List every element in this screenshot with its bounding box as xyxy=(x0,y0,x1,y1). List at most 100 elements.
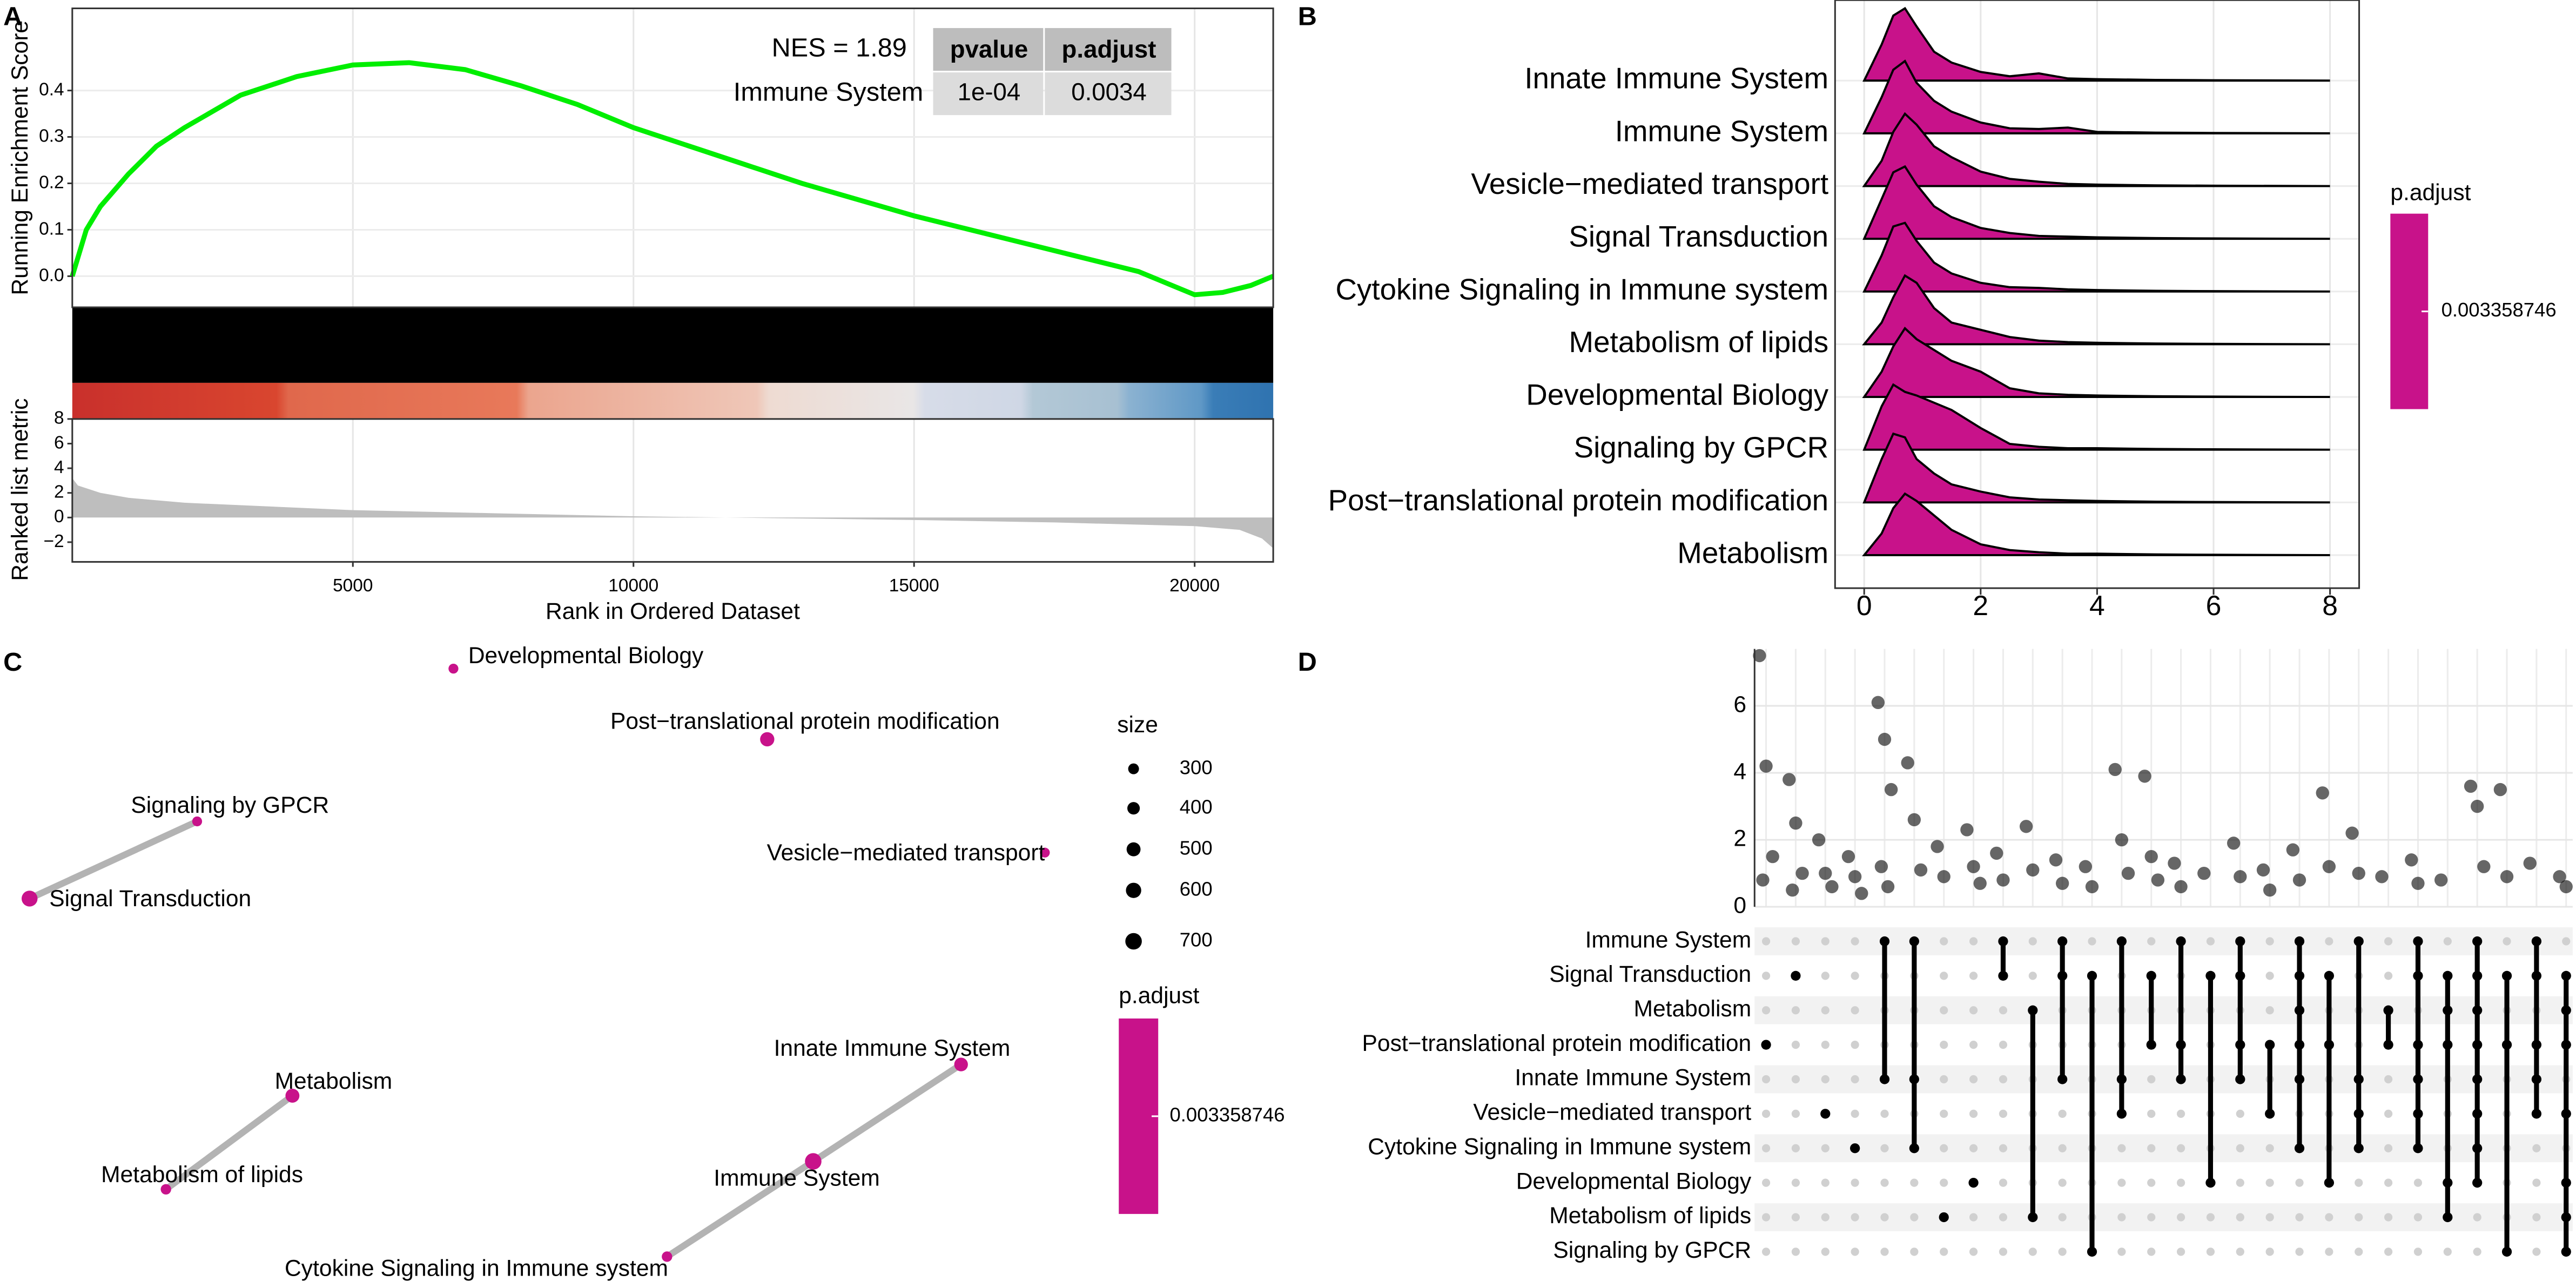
matrix-empty-dot xyxy=(1851,1075,1859,1084)
matrix-dot xyxy=(2561,1246,2571,1257)
matrix-empty-dot xyxy=(2265,937,2274,946)
table-header-cell xyxy=(933,28,1044,71)
y-tick-label: 6 xyxy=(1733,691,1746,717)
matrix-empty-dot xyxy=(2532,1178,2541,1187)
matrix-empty-dot xyxy=(2355,1178,2363,1187)
matrix-empty-dot xyxy=(2532,1144,2541,1152)
point xyxy=(2174,880,2188,894)
matrix-empty-dot xyxy=(2384,1213,2393,1222)
matrix-dot xyxy=(2324,970,2335,981)
node-label: Cytokine Signaling in Immune system xyxy=(285,1256,668,1282)
node-label: Signal Transduction xyxy=(49,886,251,912)
matrix-dot xyxy=(2472,1074,2483,1084)
set-label: Vesicle−mediated transport xyxy=(1473,1100,1751,1125)
matrix-empty-dot xyxy=(2058,1247,2067,1256)
x-tick-label: 8 xyxy=(2322,590,2338,621)
y-tick-label: 0 xyxy=(1733,892,1746,918)
matrix-empty-dot xyxy=(2147,1109,2156,1118)
set-label: Post−translational protein modification xyxy=(1362,1030,1751,1056)
point xyxy=(1759,759,1773,773)
y-tick-label: 0.4 xyxy=(39,79,64,99)
y-tick-label: 4 xyxy=(54,457,64,477)
category-label: Immune System xyxy=(1615,114,1828,147)
matrix-dot xyxy=(2413,970,2423,981)
matrix-dot xyxy=(2561,1109,2571,1119)
matrix-dot xyxy=(1939,1212,1949,1223)
matrix-empty-dot xyxy=(1761,937,1771,946)
legend-size-key xyxy=(1126,842,1141,857)
matrix-dot xyxy=(1998,970,2008,981)
matrix-dot xyxy=(2235,970,2245,981)
matrix-empty-dot xyxy=(2384,972,2393,980)
matrix-empty-dot xyxy=(1761,1213,1771,1222)
matrix-row xyxy=(1754,962,2573,990)
matrix-dot xyxy=(2561,1177,2571,1188)
node xyxy=(160,1184,171,1195)
point xyxy=(2049,853,2063,867)
matrix-empty-dot xyxy=(2058,1144,2067,1152)
table-cell xyxy=(933,72,1044,116)
node xyxy=(805,1153,822,1170)
legend-size-key xyxy=(1127,802,1140,815)
matrix-row xyxy=(1754,1100,2573,1128)
edge xyxy=(811,1062,963,1164)
matrix-dot xyxy=(1791,970,1801,981)
matrix-empty-dot xyxy=(2355,1247,2363,1256)
matrix-empty-dot xyxy=(2206,1247,2215,1256)
matrix-empty-dot xyxy=(2176,1213,2185,1222)
matrix-dot xyxy=(2294,1143,2305,1154)
point xyxy=(1812,833,1826,847)
matrix-empty-dot xyxy=(1999,1144,2008,1152)
matrix-empty-dot xyxy=(1969,1006,1978,1015)
matrix-dot xyxy=(2353,936,2364,947)
node xyxy=(285,1088,300,1103)
point xyxy=(1990,846,2003,860)
y-tick-label: 0.1 xyxy=(39,219,64,239)
y-tick-label: 2 xyxy=(1733,825,1746,851)
hit-barcode xyxy=(72,307,1274,383)
matrix-row xyxy=(1754,1237,2573,1266)
edge xyxy=(28,818,199,902)
matrix-dot xyxy=(2531,936,2542,947)
category-label: Cytokine Signaling in Immune system xyxy=(1335,272,1828,306)
node xyxy=(1040,847,1050,858)
matrix-dot xyxy=(1879,936,1890,947)
node-label: Vesicle−mediated transport xyxy=(767,840,1045,866)
matrix-empty-dot xyxy=(2384,937,2393,946)
legend-size-key xyxy=(1128,763,1139,774)
category-label: Metabolism xyxy=(1677,536,1828,569)
matrix-empty-dot xyxy=(1821,1006,1830,1015)
matrix-empty-dot xyxy=(1761,1006,1771,1015)
matrix-dot xyxy=(1998,936,2008,947)
matrix-dot xyxy=(2443,1040,2453,1050)
panel-label: B xyxy=(1298,2,1317,31)
point xyxy=(2523,857,2537,870)
matrix-empty-dot xyxy=(1821,1247,1830,1256)
matrix-row xyxy=(1754,1134,2573,1163)
matrix-dot xyxy=(1909,936,1919,947)
matrix-dot xyxy=(2235,936,2245,947)
point xyxy=(2019,820,2033,833)
matrix-dot xyxy=(2472,970,2483,981)
matrix-empty-dot xyxy=(2176,1109,2185,1118)
matrix-dot xyxy=(2472,1177,2483,1188)
category-label: Signal Transduction xyxy=(1569,220,1828,253)
point xyxy=(2144,849,2158,864)
matrix-empty-dot xyxy=(1999,1109,2008,1118)
matrix-empty-dot xyxy=(1880,1213,1889,1222)
matrix-dot xyxy=(1850,1143,1860,1154)
matrix-dot xyxy=(2205,1177,2216,1188)
point xyxy=(1973,876,1987,890)
matrix-empty-dot xyxy=(1851,1213,1859,1222)
matrix-dot xyxy=(2501,970,2512,981)
matrix-empty-dot xyxy=(1880,1247,1889,1256)
legend-size-label: 700 xyxy=(1180,929,1213,951)
panel-frame xyxy=(71,418,1274,563)
matrix-empty-dot xyxy=(1761,1247,1771,1256)
matrix-dot xyxy=(1761,1040,1771,1050)
set-label: Developmental Biology xyxy=(1516,1168,1752,1194)
point xyxy=(2477,860,2491,873)
matrix-empty-dot xyxy=(1791,1144,1800,1152)
node-label: Signaling by GPCR xyxy=(131,792,329,818)
point xyxy=(1967,860,1980,873)
